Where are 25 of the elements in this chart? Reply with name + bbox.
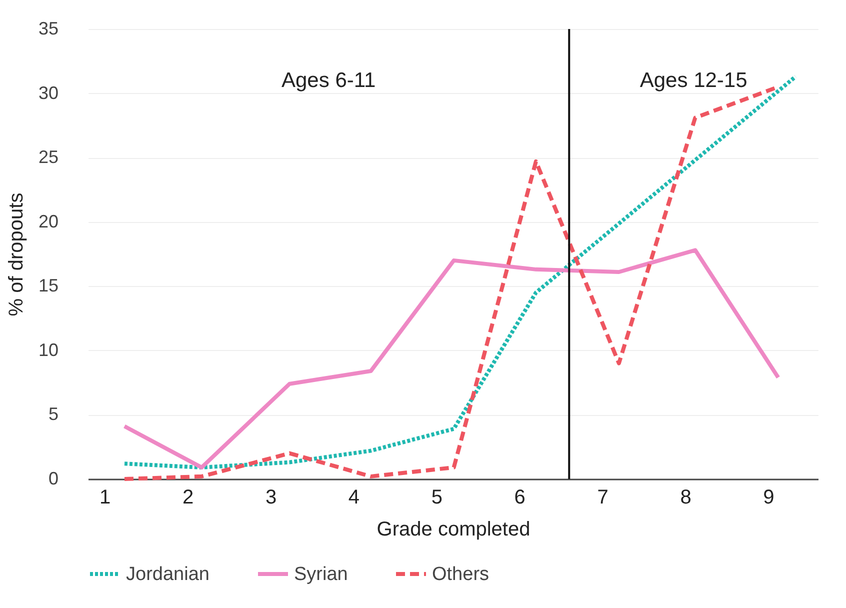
x-tick-label: 8 <box>680 486 692 508</box>
annotation: Ages 6-11 <box>281 69 376 92</box>
y-tick-label: 15 <box>38 276 58 296</box>
y-tick-label: 20 <box>38 211 58 232</box>
y-tick-label: 10 <box>38 340 58 360</box>
y-axis-title: % of dropouts <box>5 192 28 316</box>
annotation: Ages 12-15 <box>640 69 748 92</box>
x-tick-label: 9 <box>763 486 774 508</box>
y-tick-label: 35 <box>38 18 58 38</box>
y-tick-label: 30 <box>38 82 58 103</box>
line-series <box>122 248 780 470</box>
x-tick-label: 4 <box>348 486 360 508</box>
x-tick-label: 5 <box>431 486 442 508</box>
y-tick-label: 25 <box>38 147 58 168</box>
legend-label: Jordanian <box>126 564 210 585</box>
x-tick-label: 7 <box>597 486 608 508</box>
legend-label: Syrian <box>294 564 348 585</box>
x-tick-label: 2 <box>182 486 194 508</box>
x-tick-label: 1 <box>100 486 111 508</box>
y-tick-label: 0 <box>48 468 58 488</box>
y-tick-label: 5 <box>48 404 58 424</box>
x-axis-title: Grade completed <box>376 518 530 540</box>
x-tick-label: 6 <box>514 486 526 508</box>
x-tick-label: 3 <box>265 486 277 508</box>
legend-label: Others <box>432 564 490 585</box>
